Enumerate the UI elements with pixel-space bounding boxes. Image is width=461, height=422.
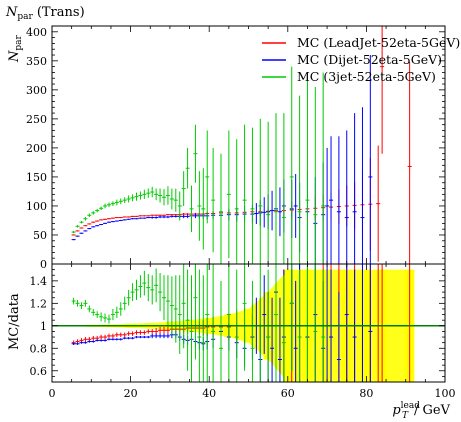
y-tick-label: 300 xyxy=(26,84,47,97)
y-tick-label: 400 xyxy=(26,26,47,39)
ratio-tick-label: 1.2 xyxy=(30,297,48,310)
legend-label-leadjet: MC (LeadJet-52eta-5GeV) xyxy=(297,35,460,50)
ratio-tick-label: 1.4 xyxy=(30,275,48,288)
ratio-y-axis-label: MC/data xyxy=(7,293,22,350)
x-tick-label: 80 xyxy=(359,387,373,400)
series-2 xyxy=(71,66,326,382)
ratio-tick-label: 0.6 xyxy=(30,365,48,378)
legend: MC (LeadJet-52eta-5GeV) MC (Dijet-52eta-… xyxy=(262,35,460,84)
y-tick-label: 150 xyxy=(26,171,47,184)
chart-title: Npar (Trans) xyxy=(5,5,85,22)
x-tick-label: 40 xyxy=(202,387,216,400)
title-rest: (Trans) xyxy=(37,5,85,20)
title-main: N xyxy=(5,5,18,20)
y-tick-label: 350 xyxy=(26,55,47,68)
y-tick-label: 100 xyxy=(26,200,47,213)
x-tick-label: 0 xyxy=(49,387,56,400)
xlabel-main: p xyxy=(392,403,401,418)
ylabel-main: N xyxy=(7,50,22,63)
x-tick-label: 60 xyxy=(281,387,295,400)
legend-label-dijet: MC (Dijet-52eta-5GeV) xyxy=(297,52,442,67)
data-layer xyxy=(52,26,445,382)
title-sub: par xyxy=(17,12,33,22)
xlabel-sup: lead xyxy=(401,401,421,411)
y-tick-label: 200 xyxy=(26,142,47,155)
ylabel-sub: par xyxy=(14,34,24,50)
x-tick-label: 100 xyxy=(435,387,456,400)
xlabel-sub: T xyxy=(402,411,409,421)
ratio-tick-label: 0.8 xyxy=(30,342,48,355)
xlabel-unit: / GeV xyxy=(414,403,451,418)
x-tick-label: 20 xyxy=(124,387,138,400)
ratio-tick-label: 1 xyxy=(40,320,47,333)
y-axis-label: Npar xyxy=(7,34,24,63)
y-tick-label: 0 xyxy=(40,258,47,271)
y-tick-label: 250 xyxy=(26,113,47,126)
legend-label-3jet: MC (3jet-52eta-5GeV) xyxy=(297,69,436,84)
x-axis-label: plead T / GeV xyxy=(392,401,450,421)
y-tick-label: 50 xyxy=(33,229,47,242)
